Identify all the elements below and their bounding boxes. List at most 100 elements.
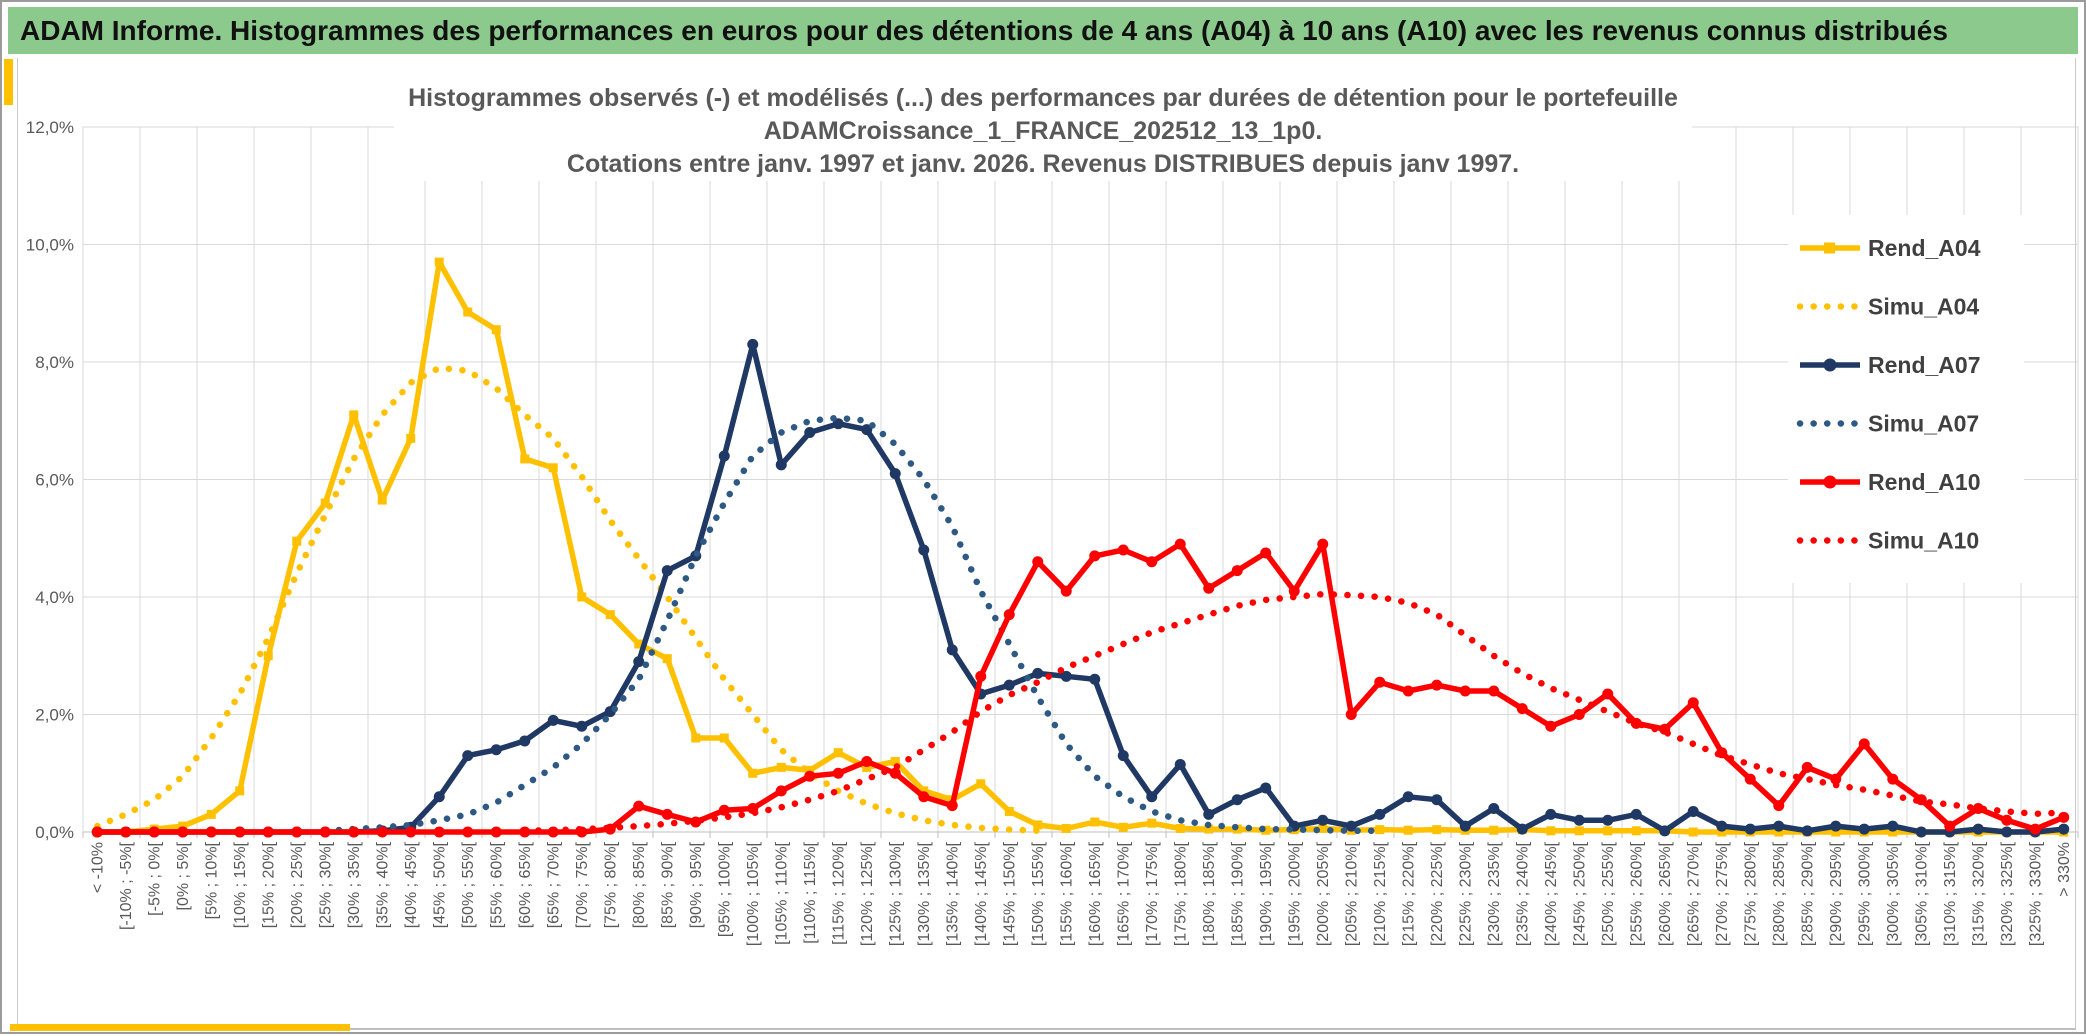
series-Rend_A10-marker (490, 826, 502, 838)
series-Rend_A04-marker (1318, 823, 1328, 833)
legend-marker-Rend_A04 (1824, 242, 1835, 254)
x-axis-label: [80% ; 85%[ (631, 841, 648, 928)
x-axis-label: [20% ; 25%[ (289, 841, 306, 928)
x-axis-label: [180% ; 185%[ (1201, 841, 1218, 946)
series-Rend_A04-marker (1603, 826, 1613, 836)
x-axis-label: [95% ; 100%[ (716, 841, 733, 937)
series-Rend_A04-marker (919, 786, 929, 796)
x-axis-label: [270% ; 275%[ (1714, 841, 1731, 946)
series-Rend_A04-marker (1774, 827, 1784, 837)
x-axis-label: [15% ; 20%[ (260, 841, 277, 928)
x-axis-label: [275% ; 280%[ (1742, 841, 1759, 946)
series-Rend_A04-marker (1204, 824, 1214, 834)
series-Rend_A04-marker (349, 410, 359, 420)
series-Rend_A10-marker (1488, 685, 1500, 697)
series-Rend_A04-marker (1375, 825, 1385, 835)
x-axis-label: [45% ; 50%[ (431, 841, 448, 928)
series-Rend_A07-marker (1146, 791, 1158, 803)
series-Rend_A07-marker (1374, 808, 1386, 820)
x-axis-label: [280% ; 285%[ (1771, 841, 1788, 946)
gold-accent-bar (10, 1024, 350, 1031)
series-Rend_A04-marker (691, 733, 701, 743)
series-Rend_A10-marker (633, 800, 645, 812)
series-Rend_A07-marker (490, 744, 502, 756)
x-axis-label: [205% ; 210%[ (1343, 841, 1360, 946)
series-Rend_A10-marker (205, 826, 217, 838)
series-Simu_A04-line (94, 364, 1042, 835)
series-Rend_A04-marker (776, 762, 786, 772)
series-Rend_A07-marker (1858, 823, 1870, 835)
legend-marker-Rend_A10 (1823, 475, 1837, 489)
series-Rend_A07-marker (889, 468, 901, 480)
series-Rend_A04-marker (890, 757, 900, 766)
series-Rend_A04-marker (1717, 827, 1727, 837)
x-axis-label: [165% ; 170%[ (1115, 841, 1132, 946)
series-Rend_A10-marker (2058, 811, 2070, 823)
series-Rend_A10-marker (975, 670, 987, 682)
series-Rend_A04-marker (1546, 826, 1556, 836)
chart-title: Histogrammes observés (-) et modélisés (… (394, 82, 1692, 181)
series-Rend_A04-marker (976, 779, 986, 789)
x-axis-label: [290% ; 295%[ (1828, 841, 1845, 946)
x-axis-label: [175% ; 180%[ (1172, 841, 1189, 946)
series-Rend_A07-marker (1773, 820, 1785, 832)
series-Rend_A07-marker (1032, 667, 1044, 679)
x-axis-label: [170% ; 175%[ (1144, 841, 1161, 946)
series-Rend_A10-marker (1203, 582, 1215, 594)
series-Rend_A10-marker (1117, 544, 1129, 556)
x-axis-label: [220% ; 225%[ (1429, 841, 1446, 946)
series-Rend_A10-marker (1431, 679, 1443, 691)
series-Rend_A07-marker (747, 338, 759, 350)
series-Rend_A10-marker (319, 826, 331, 838)
series-Rend_A10-marker (1374, 676, 1386, 688)
x-axis-label: > 330% (2056, 842, 2073, 897)
series-Rend_A04-marker (1831, 827, 1841, 837)
series-Rend_A10-marker (918, 791, 930, 803)
series-Rend_A10-marker (1744, 773, 1756, 785)
x-axis-label: [260% ; 265%[ (1657, 841, 1674, 946)
series-Rend_A04-marker (1631, 826, 1641, 836)
series-Rend_A07-marker (1203, 808, 1215, 820)
series-Rend_A10-marker (1317, 538, 1329, 550)
series-Rend_A10-marker (1060, 585, 1072, 597)
legend-label-Rend_A04: Rend_A04 (1868, 235, 1981, 261)
series-Rend_A10-marker (1773, 800, 1785, 812)
x-axis-label: [230% ; 235%[ (1486, 841, 1503, 946)
x-axis-label: [185% ; 190%[ (1229, 841, 1246, 946)
series-Rend_A10-marker (1089, 550, 1101, 562)
series-Rend_A10-marker (889, 767, 901, 779)
x-axis-label: [135% ; 140%[ (944, 841, 961, 946)
series-Rend_A10-marker (1231, 565, 1243, 577)
series-Rend_A10-marker (1830, 773, 1842, 785)
series-Rend_A07-marker (1260, 782, 1272, 794)
x-axis-label: [10% ; 15%[ (232, 841, 249, 928)
x-axis-label: [75% ; 80%[ (602, 841, 619, 928)
series-Rend_A04-marker (292, 536, 302, 546)
series-Rend_A04-marker (406, 433, 416, 443)
x-axis-label: [200% ; 205%[ (1315, 841, 1332, 946)
series-Rend_A07-marker (1345, 820, 1357, 832)
series-Rend_A10-marker (1573, 709, 1585, 720)
series-Rend_A07-marker (1573, 814, 1585, 826)
series-Rend_A07-marker (1545, 808, 1557, 820)
series-Rend_A07-marker (718, 450, 730, 462)
series-Rend_A04-line (97, 259, 2064, 835)
series-Rend_A04-marker (377, 495, 387, 505)
series-Rend_A07-marker (633, 656, 645, 668)
chart-title-line-1: Histogrammes observés (-) et modélisés (… (408, 84, 1678, 112)
x-axis-label: [105% ; 110%[ (773, 841, 790, 944)
series-Rend_A07-marker (1402, 791, 1414, 803)
x-axis-label: [145% ; 150%[ (1001, 841, 1018, 946)
series-Rend_A10-marker (1288, 585, 1300, 597)
x-axis-label: [155% ; 160%[ (1058, 841, 1075, 946)
series-Rend_A04-marker (263, 651, 273, 661)
x-axis-label: [150% ; 155%[ (1030, 841, 1047, 946)
x-axis-label: [35% ; 40%[ (374, 841, 391, 928)
series-Rend_A07-marker (1089, 673, 1101, 685)
performance-histogram-chart: 0,0% 2,0% 4,0% 6,0% 8,0% 10,0% 12,0% < -10% [-10… (26, 118, 2079, 946)
x-axis-label: [255% ; 260%[ (1628, 841, 1645, 946)
series-Rend_A07-marker (1117, 750, 1129, 762)
series-Rend_A10-marker (1687, 697, 1699, 709)
x-axis-label: [100% ; 105%[ (745, 841, 762, 946)
series-Rend_A04-marker (1147, 818, 1157, 828)
